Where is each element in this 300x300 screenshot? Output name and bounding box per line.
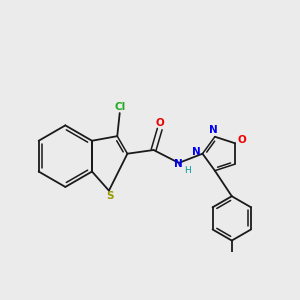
Text: H: H bbox=[184, 166, 191, 175]
Text: N: N bbox=[174, 159, 183, 169]
Text: O: O bbox=[156, 118, 165, 128]
Text: Cl: Cl bbox=[114, 102, 125, 112]
Text: N: N bbox=[192, 147, 201, 157]
Text: N: N bbox=[209, 125, 218, 135]
Text: O: O bbox=[238, 135, 246, 145]
Text: S: S bbox=[106, 191, 113, 201]
